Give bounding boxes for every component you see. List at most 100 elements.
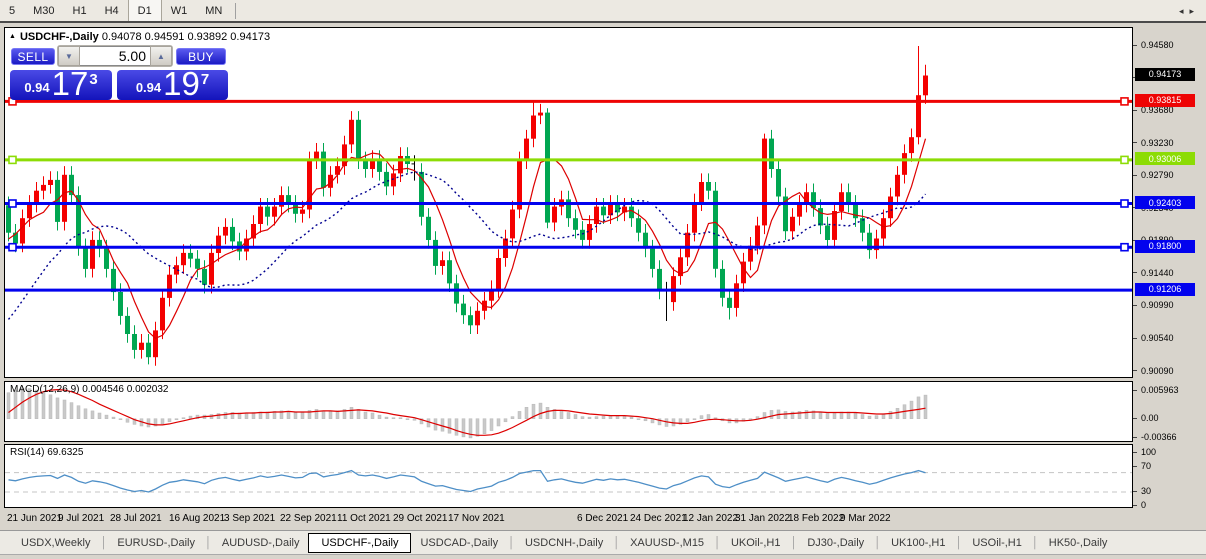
timeframe-button-D1[interactable]: D1	[127, 0, 162, 21]
price-tick-label: 0.93680	[1141, 105, 1174, 116]
price-level-label: 0.93006	[1135, 152, 1195, 166]
tab-separator: │	[508, 536, 515, 549]
candlestick-chart[interactable]	[5, 28, 1132, 377]
chart-symbol: USDCHF-,Daily	[19, 31, 99, 43]
current-price-label: 0.94173	[1135, 67, 1195, 81]
date-label: 9 Jul 2021	[58, 513, 105, 524]
date-label: 9 Mar 2022	[840, 513, 891, 524]
bid-price-panel[interactable]: 0.94 17 3	[10, 65, 112, 102]
price-tick-mark	[1133, 370, 1137, 372]
price-tick-label: 0.93230	[1141, 137, 1174, 148]
time-axis[interactable]: 21 Jun 2021 9 Jul 2021 28 Jul 2021 16 Aug 2…	[0, 508, 1133, 530]
macd-tick-label: 0.005963	[1141, 385, 1179, 395]
buy-underline	[176, 68, 226, 69]
date-label: 28 Jul 2021	[110, 513, 162, 524]
buy-button[interactable]: BUY	[176, 48, 226, 65]
tab-separator: │	[1031, 536, 1039, 549]
ask-price-prefix: 0.94	[135, 80, 162, 95]
tab-separator: │	[714, 536, 721, 549]
rsi-tick-label: 70	[1141, 461, 1152, 471]
rsi-chart	[5, 469, 1132, 493]
date-label: 21 Jun 2021	[7, 513, 63, 524]
price-level-label: 0.92403	[1135, 196, 1195, 210]
date-label: 22 Sep 2021	[280, 513, 337, 524]
date-label: 12 Jan 2022	[683, 513, 739, 524]
symbol-tab-AUDUSD[interactable]: AUDUSD-,Daily	[221, 536, 300, 549]
macd-tick-mark	[1133, 436, 1137, 438]
price-level-label: 0.91206	[1135, 282, 1195, 296]
macd-label: MACD(12,26,9) 0.004546 0.002032	[10, 384, 169, 395]
tab-separator: │	[790, 536, 798, 549]
timeframe-button-H1[interactable]: H1	[72, 4, 87, 17]
ma-fast-line	[8, 138, 927, 340]
bid-price-prefix: 0.94	[24, 80, 50, 95]
symbol-tab-DJ30[interactable]: DJ30-,Daily	[807, 536, 865, 549]
date-label: 16 Aug 2021	[169, 513, 226, 524]
timeframe-button-H4[interactable]: H4	[104, 4, 119, 17]
rsi-label: RSI(14) 69.6325	[10, 447, 84, 458]
date-label: 31 Jan 2022	[735, 513, 791, 524]
tab-scroll-arrows[interactable]: ◂▸	[1178, 6, 1200, 16]
price-tick-label: 0.92790	[1141, 170, 1174, 181]
symbol-tab-XAUUSD[interactable]: XAUUSD-,M15	[630, 536, 705, 549]
macd-tick-label: 0.00	[1141, 413, 1159, 423]
timeframe-button-W1[interactable]: W1	[170, 4, 188, 17]
rsi-indicator-pane[interactable]	[4, 444, 1133, 508]
rsi-line	[8, 469, 926, 493]
symbol-tab-USDCNH[interactable]: USDCNH-,Daily	[524, 536, 604, 549]
sell-button[interactable]: SELL	[11, 48, 55, 65]
bid-price-big-digits: 17	[51, 65, 89, 102]
horizontal-level-lines[interactable]	[5, 97, 1132, 292]
price-axis[interactable]: 0.945800.941300.936800.932300.927900.923…	[1133, 0, 1206, 530]
volume-stepper: ▼ 5.00 ▲	[57, 45, 173, 67]
price-tick-mark	[1133, 272, 1137, 274]
collapse-arrow-icon[interactable]: ▲	[9, 33, 16, 40]
symbol-tab-USOil[interactable]: USOil-,H1	[972, 536, 1022, 549]
price-tick-mark	[1133, 44, 1137, 46]
symbol-tab-USDCHF[interactable]: USDCHF-,Daily	[308, 532, 412, 553]
date-label: 11 Oct 2021	[337, 513, 391, 524]
tab-separator: │	[874, 536, 882, 549]
volume-increase-button[interactable]: ▲	[150, 46, 172, 66]
symbol-tab-EURUSD[interactable]: EURUSD-,Daily	[117, 536, 195, 549]
date-label: 24 Dec 2021	[630, 513, 687, 524]
timeframe-button-MN[interactable]: MN	[205, 4, 223, 17]
tab-separator: │	[613, 536, 621, 549]
ask-price-big-digits: 19	[163, 65, 200, 102]
date-label: 3 Sep 2021	[224, 513, 276, 524]
rsi-tick-mark	[1133, 465, 1137, 467]
price-tick-mark	[1133, 142, 1137, 144]
symbol-tab-UK100[interactable]: UK100-,H1	[891, 536, 946, 549]
volume-input[interactable]: 5.00	[80, 46, 150, 66]
chart-ohlc-values: 0.94078 0.94591 0.93892 0.94173	[101, 31, 271, 43]
ask-price-panel[interactable]: 0.94 19 7	[117, 65, 228, 102]
timeframe-button-5[interactable]: 5	[9, 4, 16, 17]
one-click-trade-widget: SELL ▼ 5.00 ▲ BUY 0.94 17 3 0.94 19 7	[9, 44, 228, 101]
date-label: 17 Nov 2021	[448, 513, 505, 524]
date-label: 6 Dec 2021	[577, 513, 629, 524]
tab-separator: │	[204, 536, 212, 549]
symbol-tab-UKOil[interactable]: UKOil-,H1	[730, 536, 781, 549]
timeframe-button-M30[interactable]: M30	[33, 4, 55, 17]
price-tick-label: 0.90540	[1141, 333, 1174, 344]
macd-indicator-pane[interactable]	[4, 381, 1133, 442]
macd-tick-label: -0.00366	[1141, 432, 1177, 442]
price-tick-mark	[1133, 109, 1137, 111]
volume-decrease-button[interactable]: ▼	[58, 46, 80, 66]
symbol-tab-USDX[interactable]: USDX,Weekly	[21, 536, 91, 549]
candles	[6, 46, 928, 366]
rsi-tick-mark	[1133, 504, 1137, 506]
symbol-tab-HK50[interactable]: HK50-,Daily	[1048, 536, 1108, 549]
macd-chart	[6, 387, 928, 439]
price-tick-label: 0.90090	[1141, 365, 1174, 376]
ask-price-pip-digit: 7	[200, 71, 210, 88]
ma-slow-line	[7, 171, 927, 320]
price-tick-mark	[1133, 304, 1137, 306]
rsi-tick-label: 0	[1141, 500, 1147, 510]
rsi-tick-mark	[1133, 451, 1137, 453]
rsi-tick-label: 100	[1141, 447, 1157, 457]
symbol-tab-USDCAD[interactable]: USDCAD-,Daily	[420, 536, 499, 549]
price-level-label: 0.91800	[1135, 239, 1195, 253]
toolbar-separator	[235, 2, 237, 19]
